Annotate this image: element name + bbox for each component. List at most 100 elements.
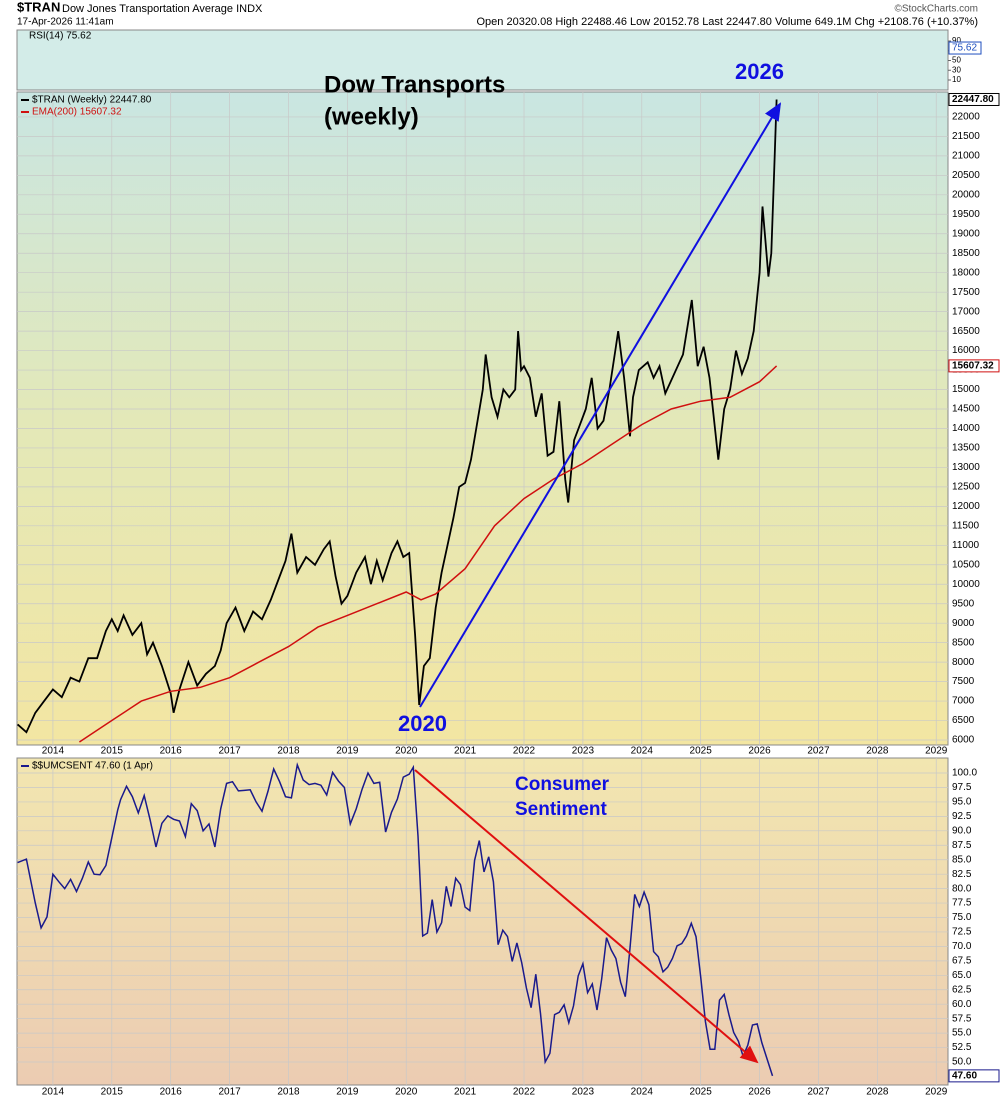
y-tick-label: 20500 [952, 170, 980, 181]
x-tick-label: 2029 [925, 746, 948, 757]
series-line [17, 762, 774, 1077]
y-tick-label: 7500 [952, 676, 975, 687]
x-tick-label: 2023 [572, 1087, 595, 1098]
value-badge [948, 359, 1000, 373]
x-tick-label: 2016 [160, 1087, 183, 1098]
badge-label: 47.60 [952, 1071, 977, 1082]
y-tick-label: 87.5 [952, 840, 972, 851]
x-tick-label: 2025 [690, 1087, 713, 1098]
x-tick-label: 2016 [160, 746, 183, 757]
x-tick-label: 2018 [277, 1087, 300, 1098]
value-badge [948, 41, 982, 55]
x-tick-label: 2028 [866, 746, 889, 757]
y-tick-label: 90 [952, 36, 961, 45]
y-tick-label: 14500 [952, 404, 980, 415]
annotation: Dow Transports [324, 71, 505, 98]
series-line [78, 365, 778, 743]
y-tick-label: 9000 [952, 618, 975, 629]
y-tick-label: 9500 [952, 598, 975, 609]
annotation: Consumer [515, 774, 610, 795]
y-tick-label: 19500 [952, 209, 980, 220]
y-tick-label: 6500 [952, 715, 975, 726]
y-tick-label: 57.5 [952, 1013, 972, 1024]
trend-arrow [414, 769, 759, 1064]
credit: ©StockCharts.com [894, 4, 978, 15]
sentiment-panel [16, 757, 949, 1086]
y-tick-label: 17000 [952, 306, 980, 317]
y-tick-label: 22000 [952, 112, 980, 123]
y-tick-label: 50.0 [952, 1057, 972, 1068]
y-tick-label: 85.0 [952, 854, 972, 865]
legend-label: EMA(200) 15607.32 [32, 107, 122, 118]
y-tick-label: 20000 [952, 189, 980, 200]
series-line [17, 99, 778, 734]
y-tick-label: 6000 [952, 735, 975, 746]
y-tick-label: 90.0 [952, 825, 972, 836]
y-tick-label: 14000 [952, 423, 980, 434]
x-tick-label: 2022 [513, 746, 536, 757]
x-tick-label: 2021 [454, 746, 477, 757]
y-tick-label: 8500 [952, 637, 975, 648]
date: 17-Apr-2026 11:41am [17, 17, 114, 28]
y-tick-label: 80.0 [952, 883, 972, 894]
quote: Open 20320.08 High 22488.46 Low 20152.78… [477, 16, 979, 28]
value-badge [948, 92, 1000, 106]
y-tick-label: 16000 [952, 345, 980, 356]
trend-arrow [419, 102, 782, 708]
legend-label: $TRAN (Weekly) 22447.80 [32, 95, 152, 106]
y-tick-label: 13500 [952, 443, 980, 454]
y-tick-label: 8000 [952, 657, 975, 668]
y-tick-label: 82.5 [952, 869, 972, 880]
x-tick-label: 2029 [925, 1087, 948, 1098]
annotation: (weekly) [324, 103, 419, 130]
y-tick-label: 72.5 [952, 927, 972, 938]
annotation: 2026 [735, 59, 784, 84]
arrows [414, 102, 782, 1064]
y-tick-label: 7000 [952, 696, 975, 707]
y-tick-label: 10 [952, 75, 961, 84]
y-tick-label: 18500 [952, 248, 980, 259]
y-tick-label: 52.5 [952, 1042, 972, 1053]
legend-label: $$UMCSENT 47.60 (1 Apr) [32, 761, 153, 772]
x-tick-label: 2028 [866, 1087, 889, 1098]
x-tick-label: 2017 [218, 746, 241, 757]
badge-label: 75.62 [952, 43, 977, 54]
x-tick-label: 2025 [690, 746, 713, 757]
legend-label: RSI(14) 75.62 [29, 31, 92, 42]
x-tick-label: 2023 [572, 746, 595, 757]
x-tick-label: 2020 [395, 746, 418, 757]
price-panel [16, 91, 949, 746]
y-tick-label: 12000 [952, 501, 980, 512]
x-tick-label: 2014 [42, 746, 65, 757]
badge-label: 22447.80 [952, 94, 994, 105]
description: Dow Jones Transportation Average INDX [62, 3, 263, 15]
x-tick-label: 2019 [336, 746, 359, 757]
y-tick-label: 12500 [952, 482, 980, 493]
y-tick-label: 19000 [952, 228, 980, 239]
y-tick-label: 55.0 [952, 1028, 972, 1039]
badge-label: 15607.32 [952, 361, 994, 372]
y-tick-label: 97.5 [952, 782, 972, 793]
y-tick-label: 13000 [952, 462, 980, 473]
y-tick-label: 11000 [952, 540, 980, 551]
y-tick-label: 50 [952, 56, 961, 65]
x-tick-label: 2024 [631, 746, 654, 757]
x-tick-label: 2015 [101, 1087, 124, 1098]
y-tick-label: 60.0 [952, 999, 972, 1010]
y-tick-label: 92.5 [952, 811, 972, 822]
y-tick-label: 77.5 [952, 898, 972, 909]
x-tick-label: 2018 [277, 746, 300, 757]
y-tick-label: 70.0 [952, 941, 972, 952]
y-tick-label: 65.0 [952, 970, 972, 981]
y-tick-label: 18000 [952, 267, 980, 278]
x-tick-label: 2017 [218, 1087, 241, 1098]
x-tick-label: 2027 [807, 1087, 830, 1098]
value-badge [948, 1069, 1000, 1083]
annotation: Sentiment [515, 799, 608, 820]
x-tick-label: 2022 [513, 1087, 536, 1098]
x-tick-label: 2015 [101, 746, 124, 757]
x-tick-label: 2026 [748, 1087, 771, 1098]
annotation: 2020 [398, 711, 447, 736]
y-tick-label: 100.0 [952, 768, 977, 779]
